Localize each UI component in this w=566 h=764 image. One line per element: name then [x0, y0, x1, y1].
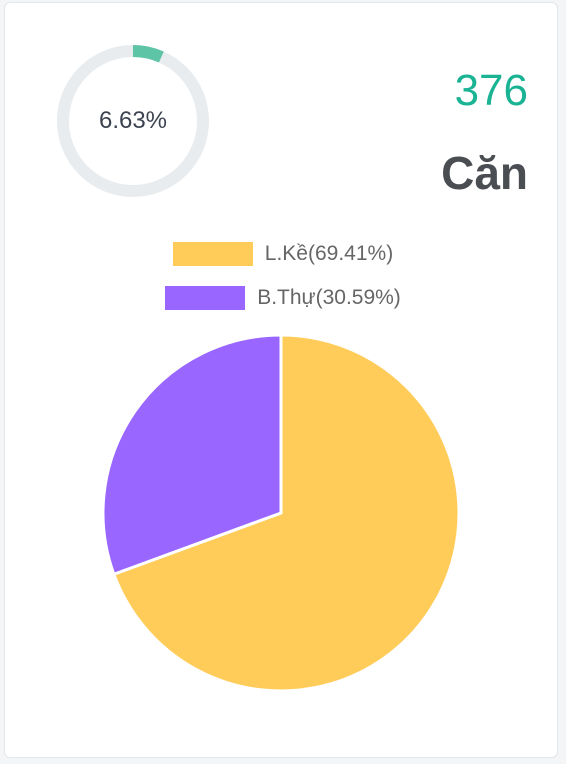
- progress-percent-label: 6.63%: [98, 107, 168, 134]
- unit-count: 376: [454, 66, 528, 115]
- pie-chart: [100, 332, 462, 694]
- pie-slice-2[interactable]: [101, 333, 283, 576]
- progress-ring-fill: [132, 45, 164, 63]
- legend-label: L.Kề(69.41%): [264, 242, 394, 265]
- legend-label: B.Thự(30.59%): [257, 286, 401, 309]
- pie-chart-svg: [101, 333, 461, 693]
- legend-item[interactable]: B.Thự(30.59%): [0, 282, 566, 314]
- legend-swatch: [172, 242, 253, 266]
- legend-swatch: [165, 286, 246, 310]
- pie-slice-1[interactable]: [112, 333, 461, 693]
- progress-ring: 6.63%: [54, 42, 212, 200]
- progress-ring-graphic: [57, 45, 209, 197]
- legend-item[interactable]: L.Kề(69.41%): [0, 238, 566, 270]
- unit-label: Căn: [441, 147, 528, 199]
- chart-legend: L.Kề(69.41%) B.Thự(30.59%): [0, 238, 566, 326]
